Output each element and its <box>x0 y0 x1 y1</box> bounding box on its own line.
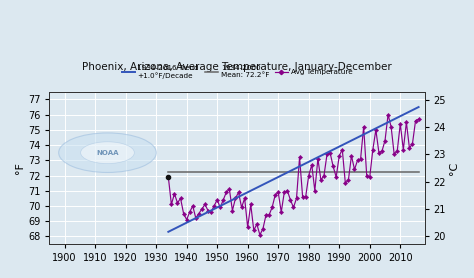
Text: NOAA: NOAA <box>96 150 119 156</box>
Legend: 1934-2016 Trend
+1.0°F/Decade, 1934-2000
Mean: 72.2°F, Avg Temperature: 1934-2016 Trend +1.0°F/Decade, 1934-2000… <box>118 62 356 82</box>
Y-axis label: °C: °C <box>449 161 459 175</box>
Y-axis label: °F: °F <box>15 162 25 174</box>
Circle shape <box>59 133 156 172</box>
Title: Phoenix, Arizona, Average Temperature, January-December: Phoenix, Arizona, Average Temperature, J… <box>82 62 392 72</box>
Circle shape <box>81 142 134 163</box>
